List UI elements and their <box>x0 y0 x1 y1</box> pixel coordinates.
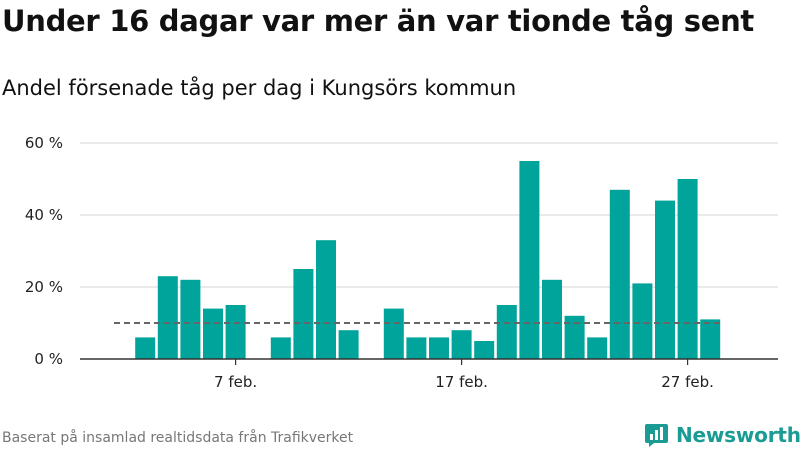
bar <box>293 269 314 359</box>
newsworthy-chart-bubble-icon <box>645 423 668 447</box>
y-axis-ticks: 0 % 20 % 40 % 60 % <box>25 134 63 368</box>
x-axis-ticks: 7 feb. 17 feb. 27 feb. <box>214 359 714 391</box>
bar <box>406 337 427 359</box>
bar <box>474 341 495 359</box>
y-tick-label: 40 % <box>25 206 63 224</box>
bars <box>135 161 721 359</box>
bar <box>203 308 223 359</box>
chart-subtitle: Andel försenade tåg per dag i Kungsörs k… <box>2 76 517 100</box>
bar <box>519 161 540 359</box>
x-tick-label: 27 feb. <box>661 373 714 391</box>
bar <box>338 330 359 359</box>
x-tick-label: 17 feb. <box>435 373 488 391</box>
bar <box>542 279 562 359</box>
bar <box>677 179 698 359</box>
bar <box>157 276 178 359</box>
brand-name: Newsworthy <box>676 423 800 447</box>
bar <box>316 240 336 359</box>
brand-logo: Newsworthy <box>644 421 800 449</box>
bar <box>587 337 608 359</box>
bar <box>135 337 156 359</box>
bar <box>632 283 653 359</box>
bar <box>429 337 449 359</box>
bar <box>451 330 472 359</box>
bar <box>700 319 721 359</box>
y-tick-label: 20 % <box>25 278 63 296</box>
bar <box>609 189 630 359</box>
x-tick-label: 7 feb. <box>214 373 257 391</box>
y-tick-label: 0 % <box>34 350 63 368</box>
bar <box>225 305 246 359</box>
bar <box>564 315 585 359</box>
bar <box>655 200 675 359</box>
bar <box>270 337 291 359</box>
bar <box>180 279 201 359</box>
chart-title: Under 16 dagar var mer än var tionde tåg… <box>2 4 754 38</box>
y-tick-label: 60 % <box>25 134 63 152</box>
source-note: Baserat på insamlad realtidsdata från Tr… <box>2 430 354 446</box>
bar <box>383 308 404 359</box>
bar <box>496 305 517 359</box>
